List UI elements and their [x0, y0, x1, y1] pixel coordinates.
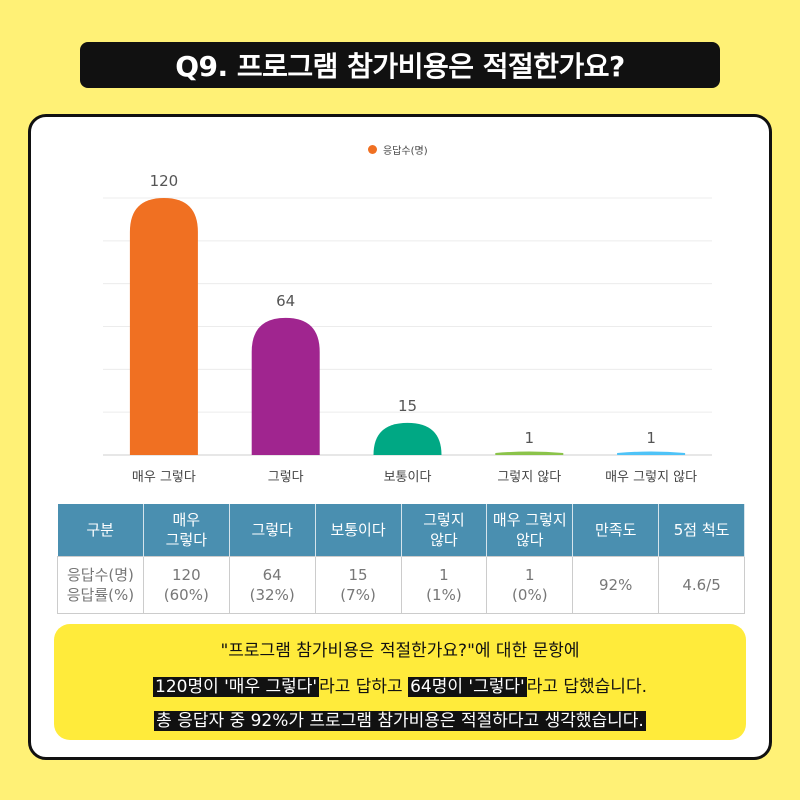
table-cell: 15 (7%) [314, 556, 402, 614]
note-highlight: 64명이 '그렇다' [408, 677, 527, 697]
legend-label: 응답수(명) [383, 146, 428, 157]
bar [129, 198, 198, 455]
bar [251, 317, 320, 455]
header-cell: 그렇지 않다 [401, 504, 488, 557]
bar [495, 451, 564, 455]
summary-table: 구분 매우 그렇다 그렇다 보통이다 그렇지 않다 매우 그렇지 않다 만족도 … [57, 504, 745, 614]
data-label: 64 [276, 292, 295, 310]
header-cell: 5점 척도 [658, 504, 745, 557]
data-label: 1 [525, 429, 535, 447]
header-cell: 그렇다 [229, 504, 316, 557]
table-cell: 64 (32%) [228, 556, 316, 614]
note-highlight: 총 응답자 중 92%가 프로그램 참가비용은 적절하다고 생각했습니다. [154, 711, 646, 731]
x-tick-label: 보통이다 [384, 470, 432, 485]
note-line-1: "프로그램 참가비용은 적절한가요?"에 대한 문항에 [220, 641, 580, 661]
header-cell: 매우 그렇다 [143, 504, 230, 557]
header-cell: 구분 [57, 504, 144, 557]
summary-note: "프로그램 참가비용은 적절한가요?"에 대한 문항에 120명이 '매우 그렇… [54, 624, 746, 740]
x-tick-label: 매우 그렇다 [132, 470, 196, 485]
note-text: 라고 답하고 [319, 677, 409, 697]
data-label: 1 [646, 429, 656, 447]
header-cell: 보통이다 [315, 504, 402, 557]
note-line-3: 총 응답자 중 92%가 프로그램 참가비용은 적절하다고 생각했습니다. [54, 706, 746, 731]
header-cell: 만족도 [572, 504, 660, 557]
page-title: Q9. 프로그램 참가비용은 적절한가요? [80, 42, 720, 88]
x-tick-label: 그렇지 않다 [497, 470, 561, 485]
note-highlight: 120명이 '매우 그렇다' [153, 677, 320, 697]
table-row: 응답수(명) 응답률(%) 120 (60%) 64 (32%) 15 (7%)… [57, 556, 745, 614]
table-cell: 4.6/5 [658, 556, 745, 614]
table-cell: 1 (1%) [400, 556, 488, 614]
x-tick-label: 그렇다 [268, 470, 304, 485]
data-label: 15 [398, 397, 417, 415]
header-cell: 매우 그렇지 않다 [486, 504, 574, 557]
note-line-2: 120명이 '매우 그렇다' 라고 답하고 64명이 '그렇다' 라고 답했습니다. [54, 672, 746, 697]
legend-swatch [368, 145, 377, 154]
table-cell: 120 (60%) [142, 556, 230, 614]
table-cell: 1 (0%) [486, 556, 574, 614]
table-cell: 92% [572, 556, 660, 614]
bar [617, 451, 686, 455]
bar [373, 422, 442, 455]
note-text: 라고 답했습니다. [526, 677, 647, 697]
x-tick-label: 매우 그렇지 않다 [605, 470, 697, 485]
table-cell: 응답수(명) 응답률(%) [57, 556, 144, 614]
table-header-row: 구분 매우 그렇다 그렇다 보통이다 그렇지 않다 매우 그렇지 않다 만족도 … [57, 504, 745, 557]
chart-legend: 응답수(명) [368, 142, 428, 157]
data-label: 120 [150, 172, 179, 190]
